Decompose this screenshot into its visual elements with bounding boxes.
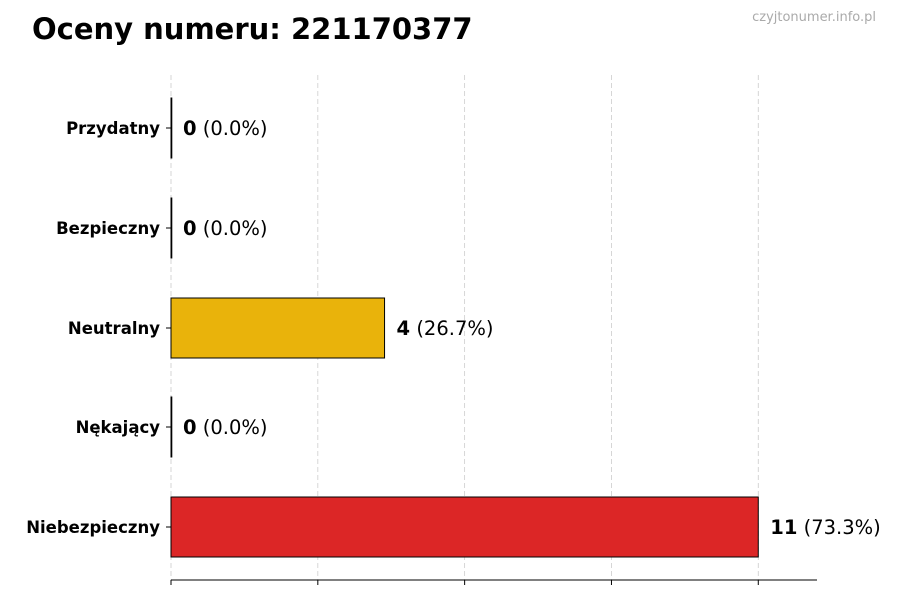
data-label-pct: (0.0%)	[197, 117, 268, 140]
data-label-value: 0	[183, 117, 197, 140]
data-label: 11 (73.3%)	[770, 516, 881, 539]
watermark: czyjtonumer.info.pl	[752, 10, 876, 25]
category-label: Neutralny	[68, 319, 160, 338]
data-label-pct: (0.0%)	[197, 217, 268, 240]
category-label: Niebezpieczny	[26, 518, 160, 537]
data-label-value: 0	[183, 217, 197, 240]
data-label-pct: (0.0%)	[197, 416, 268, 439]
bar-niebezpieczny	[170, 496, 759, 558]
bar-bezpieczny	[170, 197, 173, 259]
data-label-value: 11	[770, 516, 797, 539]
bar-nękający	[170, 396, 173, 458]
category-label: Bezpieczny	[56, 219, 160, 238]
data-label-pct: (73.3%)	[797, 516, 880, 539]
data-label-value: 4	[397, 317, 411, 340]
data-label: 0 (0.0%)	[183, 117, 268, 140]
data-label: 4 (26.7%)	[397, 317, 494, 340]
data-label-pct: (26.7%)	[410, 317, 493, 340]
category-label: Nękający	[76, 418, 161, 437]
data-label: 0 (0.0%)	[183, 416, 268, 439]
bar-przydatny	[170, 97, 173, 159]
data-label-value: 0	[183, 416, 197, 439]
bar-neutralny	[170, 297, 386, 359]
data-label: 0 (0.0%)	[183, 217, 268, 240]
chart-title: Oceny numeru: 221170377	[32, 12, 473, 46]
category-label: Przydatny	[66, 119, 160, 138]
